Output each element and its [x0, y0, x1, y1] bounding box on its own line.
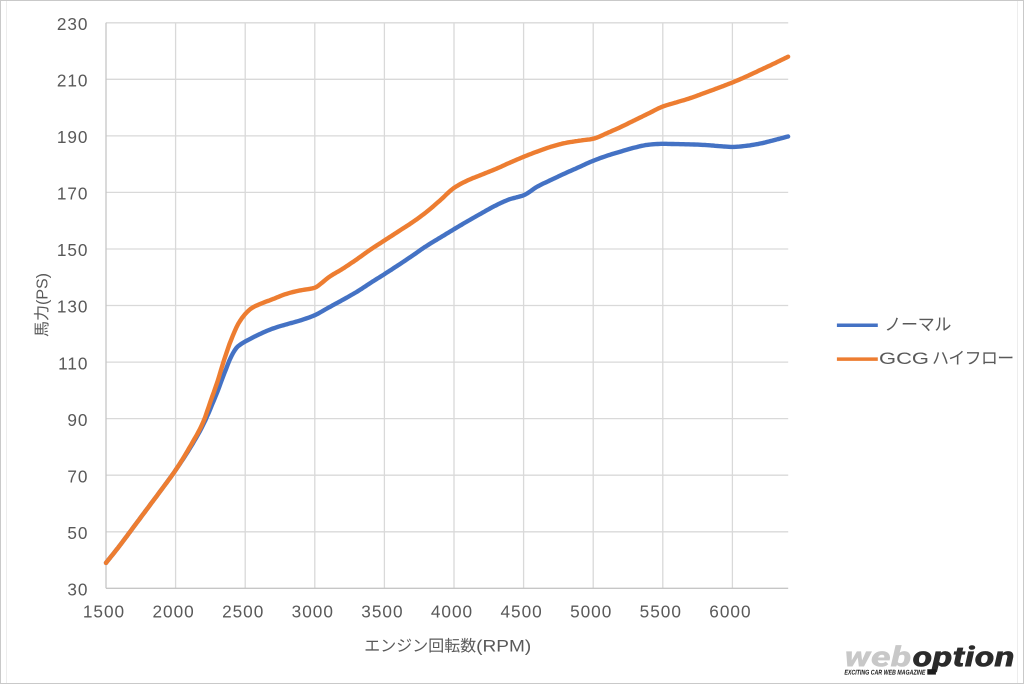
svg-text:210: 210: [57, 71, 89, 91]
svg-text:(RPM): (RPM): [476, 637, 531, 655]
svg-text:110: 110: [58, 353, 88, 373]
svg-text:2000: 2000: [152, 601, 194, 621]
svg-text:3500: 3500: [361, 601, 403, 621]
svg-text:230: 230: [57, 14, 89, 34]
svg-text:150: 150: [57, 240, 89, 260]
svg-text:6000: 6000: [709, 601, 751, 621]
svg-text:90: 90: [67, 410, 88, 430]
svg-text:1500: 1500: [83, 601, 125, 621]
svg-text:2500: 2500: [222, 601, 264, 621]
svg-text:190: 190: [57, 127, 89, 147]
svg-text:5000: 5000: [570, 601, 612, 621]
svg-text:5500: 5500: [640, 601, 682, 621]
svg-text:(PS): (PS): [34, 273, 51, 305]
svg-text:GCG: GCG: [879, 350, 929, 368]
svg-text:70: 70: [67, 466, 88, 486]
svg-text:170: 170: [57, 184, 89, 204]
svg-text:4000: 4000: [431, 601, 473, 621]
svg-text:50: 50: [67, 523, 88, 543]
svg-text:30: 30: [67, 580, 88, 600]
svg-text:130: 130: [57, 297, 89, 317]
svg-text:4500: 4500: [500, 601, 542, 621]
svg-text:3000: 3000: [292, 601, 334, 621]
